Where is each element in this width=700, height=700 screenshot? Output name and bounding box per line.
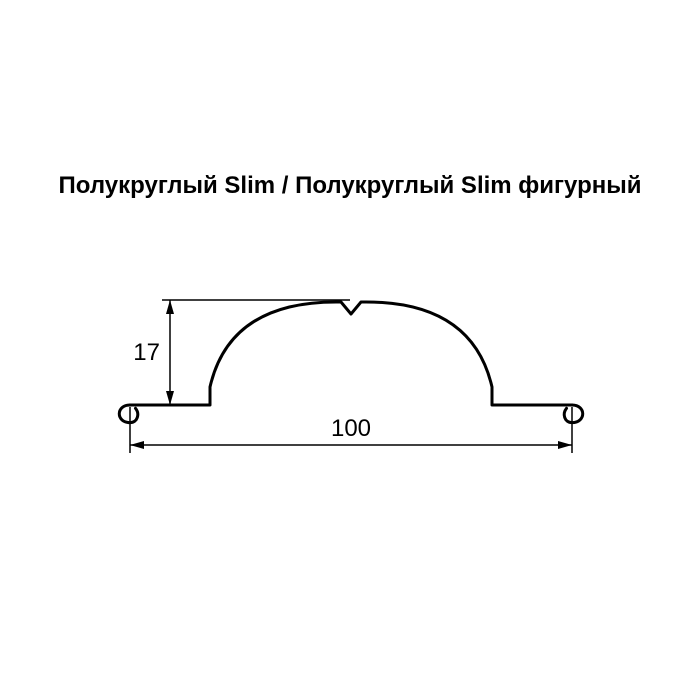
profile-diagram	[0, 0, 700, 700]
height-dimension-label: 17	[120, 339, 160, 367]
width-dimension-label: 100	[321, 415, 381, 443]
